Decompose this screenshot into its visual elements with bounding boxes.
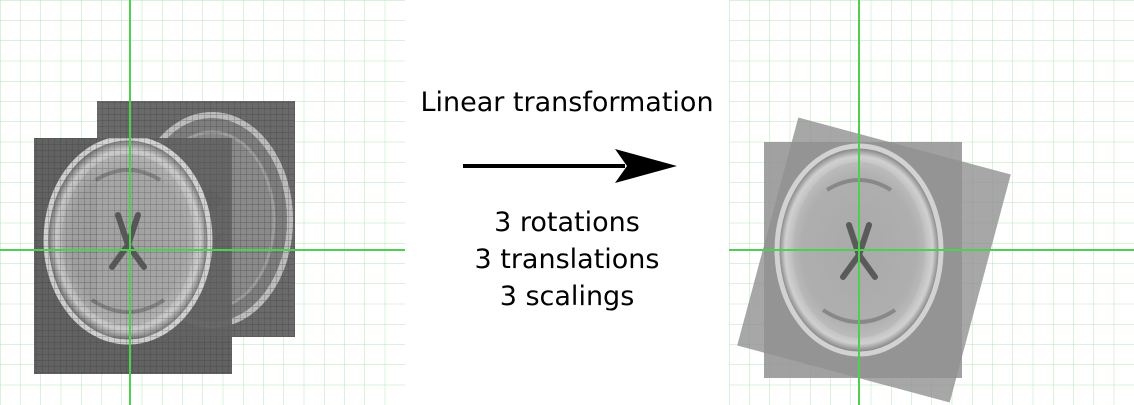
- transformation-parameters: 3 rotations 3 translations 3 scalings: [405, 204, 729, 315]
- parameter-translations: 3 translations: [474, 244, 660, 275]
- source-image-front: [34, 138, 232, 374]
- right-arrow-icon: [463, 149, 677, 183]
- before-panel: [0, 0, 405, 405]
- parameter-scalings: 3 scalings: [499, 281, 635, 312]
- transformation-title: Linear transformation: [420, 87, 714, 118]
- parameter-rotations: 3 rotations: [494, 207, 640, 238]
- after-panel: [729, 0, 1134, 405]
- registered-image-aligned: [764, 142, 962, 378]
